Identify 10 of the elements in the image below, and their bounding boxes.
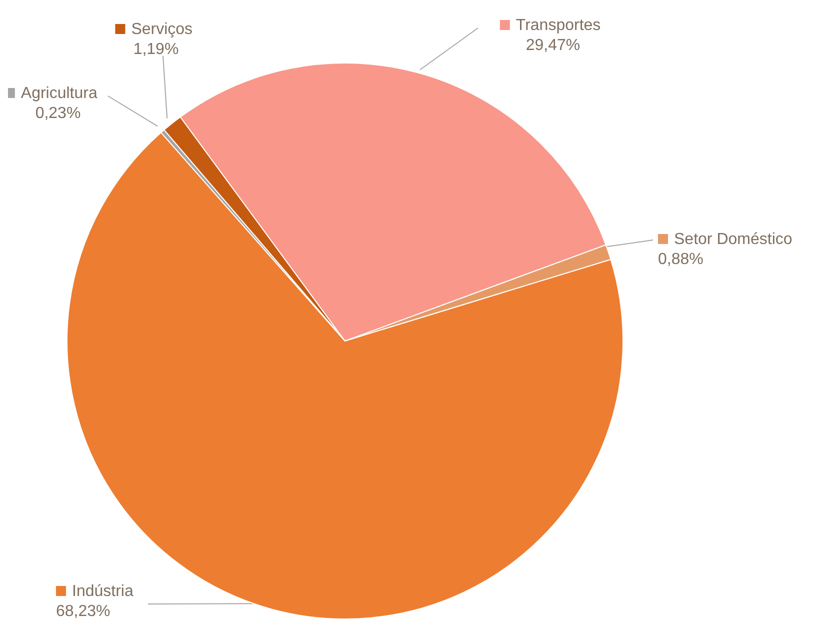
data-label: 0,23% <box>35 105 81 122</box>
legend-label: Transportes <box>516 17 601 34</box>
legend-label: Agricultura <box>20 85 98 102</box>
data-label: 0,88% <box>658 251 704 268</box>
data-label: 1,19% <box>133 41 179 58</box>
legend-label: Serviços <box>131 21 193 38</box>
legend-label: Setor Doméstico <box>674 231 792 248</box>
legend-label: Indústria <box>72 583 134 600</box>
data-label: 68,23% <box>56 603 110 620</box>
data-label: 29,47% <box>526 37 580 54</box>
